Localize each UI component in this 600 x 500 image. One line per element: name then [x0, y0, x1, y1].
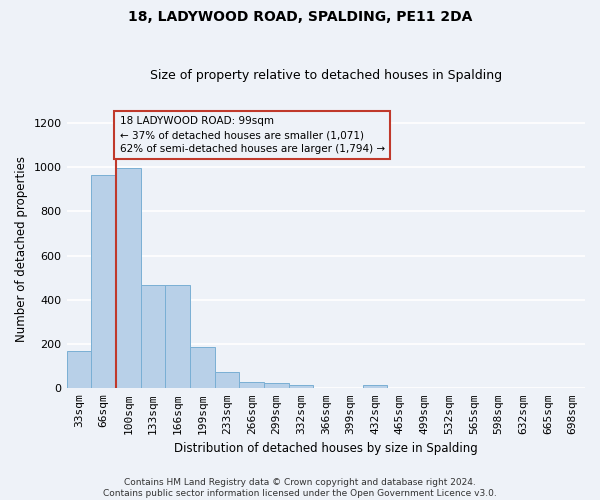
X-axis label: Distribution of detached houses by size in Spalding: Distribution of detached houses by size …: [174, 442, 478, 455]
Title: Size of property relative to detached houses in Spalding: Size of property relative to detached ho…: [150, 69, 502, 82]
Bar: [363, 386, 388, 388]
Bar: [264, 384, 289, 388]
Bar: [116, 168, 140, 388]
Bar: [91, 175, 116, 388]
Bar: [289, 386, 313, 388]
Text: 18 LADYWOOD ROAD: 99sqm
← 37% of detached houses are smaller (1,071)
62% of semi: 18 LADYWOOD ROAD: 99sqm ← 37% of detache…: [119, 116, 385, 154]
Bar: [239, 382, 264, 388]
Bar: [190, 348, 215, 389]
Text: 18, LADYWOOD ROAD, SPALDING, PE11 2DA: 18, LADYWOOD ROAD, SPALDING, PE11 2DA: [128, 10, 472, 24]
Bar: [67, 350, 91, 389]
Text: Contains HM Land Registry data © Crown copyright and database right 2024.
Contai: Contains HM Land Registry data © Crown c…: [103, 478, 497, 498]
Y-axis label: Number of detached properties: Number of detached properties: [15, 156, 28, 342]
Bar: [140, 285, 165, 389]
Bar: [215, 372, 239, 388]
Bar: [165, 285, 190, 389]
